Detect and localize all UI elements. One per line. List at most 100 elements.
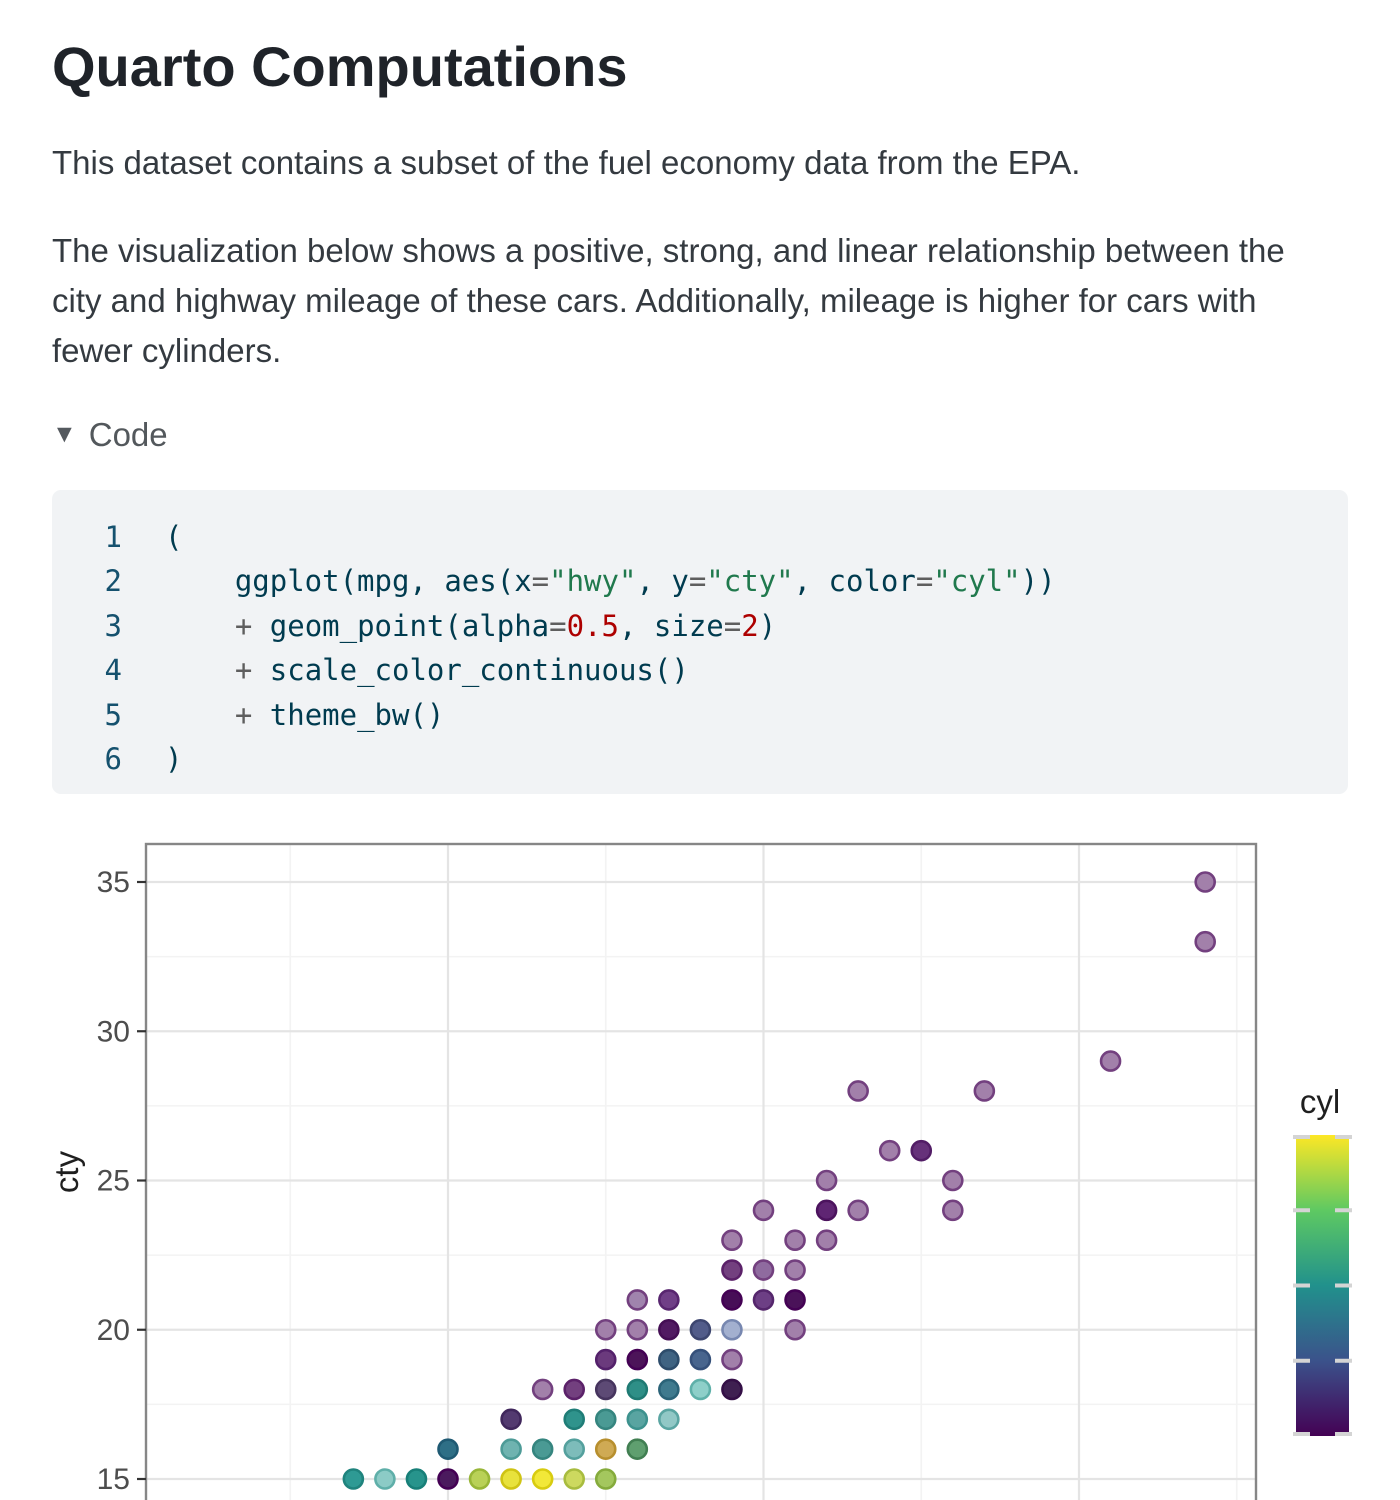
scatter-point: [626, 1318, 649, 1341]
scatter-point: [626, 1348, 649, 1371]
scatter-point: [721, 1318, 743, 1341]
scatter-point: [941, 1169, 964, 1192]
scatter-point: [594, 1408, 617, 1431]
scatter-point: [500, 1438, 522, 1460]
scatter-point: [594, 1468, 617, 1490]
scatter-point: [563, 1438, 586, 1460]
scatter-point: [752, 1199, 775, 1222]
line-number: 4: [104, 653, 122, 688]
line-number: 1: [104, 520, 122, 554]
scatter-point: [658, 1348, 680, 1371]
scatter-point: [847, 1080, 869, 1102]
scatter-point: [374, 1468, 396, 1490]
description-paragraph: The visualization below shows a positive…: [52, 226, 1285, 376]
y-tick-label: 35: [97, 866, 130, 899]
colorbar-tick: [1335, 1135, 1352, 1139]
scatter-point: [689, 1318, 712, 1341]
code-line: 3 + geom_point(alpha=0.5, size=2): [52, 604, 1348, 648]
colorbar-gradient: [1296, 1135, 1349, 1436]
page-title: Quarto Computations: [52, 35, 628, 98]
scatter-point: [594, 1438, 617, 1460]
y-axis-title: cty: [48, 1150, 85, 1193]
y-tick-label: 25: [97, 1165, 130, 1198]
gridlines-major: [146, 844, 1256, 1500]
y-tick-label: 20: [97, 1314, 130, 1347]
scatter-point: [721, 1378, 743, 1401]
code-line: 6): [52, 737, 1348, 781]
scatter-point: [658, 1378, 680, 1401]
colorbar-tick: [1335, 1283, 1352, 1288]
code-fold-toggle[interactable]: ▼ Code: [52, 416, 168, 454]
description-line-1: The visualization below shows a positive…: [52, 232, 1285, 269]
colorbar-tick: [1335, 1208, 1352, 1213]
scatter-point: [689, 1348, 712, 1371]
scatter-point: [594, 1348, 617, 1371]
scatter-point: [847, 1199, 869, 1222]
scatter-point: [721, 1229, 743, 1251]
scatter-point: [910, 1139, 933, 1162]
scatter-point: [531, 1468, 554, 1490]
colorbar-tick: [1293, 1283, 1310, 1288]
scatter-point: [815, 1229, 838, 1251]
description-line-2: city and highway mileage of these cars. …: [52, 282, 1257, 319]
scatter-point: [626, 1408, 649, 1431]
scatter-point: [658, 1289, 680, 1311]
code-block: 1(2 ggplot(mpg, aes(x="hwy", y="cty", co…: [52, 490, 1348, 794]
scatter-point: [973, 1080, 996, 1102]
scatter-points: [342, 871, 1216, 1490]
y-tick-label: 15: [97, 1463, 130, 1496]
scatter-point: [1194, 930, 1216, 953]
scatter-point: [784, 1259, 806, 1281]
code-text: ggplot(mpg, aes(x="hwy", y="cty", color=…: [165, 564, 1056, 599]
scatter-point: [784, 1289, 806, 1311]
scatter-point: [437, 1438, 459, 1460]
line-number: 6: [104, 742, 122, 777]
scatter-point: [1194, 871, 1216, 893]
code-line: 4 + scale_color_continuous(): [52, 648, 1348, 692]
scatter-point: [563, 1468, 586, 1490]
colorbar-tick: [1335, 1358, 1352, 1363]
scatter-point: [658, 1408, 680, 1431]
scatter-point: [721, 1348, 743, 1371]
line-number: 5: [104, 697, 122, 732]
code-text: (: [165, 520, 183, 554]
code-line: 2 ggplot(mpg, aes(x="hwy", y="cty", colo…: [52, 559, 1348, 603]
scatter-point: [721, 1289, 743, 1311]
scatter-point: [594, 1378, 617, 1401]
scatter-point: [500, 1468, 522, 1490]
scatter-point: [437, 1468, 459, 1490]
scatter-point: [815, 1169, 838, 1192]
scatter-point: [784, 1229, 806, 1251]
scatter-point: [941, 1199, 964, 1222]
colorbar-tick: [1293, 1135, 1310, 1139]
scatter-point: [815, 1199, 838, 1222]
scatter-point: [405, 1468, 428, 1490]
code-fold-label: Code: [88, 416, 168, 453]
code-line: 1(: [52, 515, 1348, 559]
scatter-point: [626, 1438, 649, 1460]
scatter-point: [468, 1468, 491, 1490]
colorbar-legend: cyl: [1293, 1083, 1352, 1436]
y-tick-label: 30: [97, 1015, 130, 1048]
scatter-point: [721, 1259, 743, 1281]
scatter-point: [752, 1289, 775, 1311]
scatter-point: [658, 1318, 680, 1341]
scatter-point: [531, 1438, 554, 1460]
description-line-3: fewer cylinders.: [52, 332, 282, 369]
scatter-point: [531, 1378, 554, 1401]
gridlines-minor: [146, 844, 1256, 1500]
line-number: 3: [104, 608, 122, 643]
scatter-point: [784, 1318, 806, 1341]
code-text: + geom_point(alpha=0.5, size=2): [234, 608, 777, 643]
scatter-point: [594, 1318, 617, 1341]
scatter-point: [563, 1378, 586, 1401]
scatter-point: [626, 1378, 649, 1401]
y-axis: 35 30 25 20 15 cty: [48, 866, 146, 1496]
scatter-point: [500, 1408, 522, 1431]
scatter-point: [342, 1468, 365, 1490]
panel-border: [144, 842, 1258, 1500]
colorbar-tick: [1293, 1208, 1310, 1213]
scatter-point: [752, 1259, 775, 1281]
legend-title: cyl: [1300, 1083, 1340, 1120]
colorbar-tick: [1293, 1432, 1310, 1436]
